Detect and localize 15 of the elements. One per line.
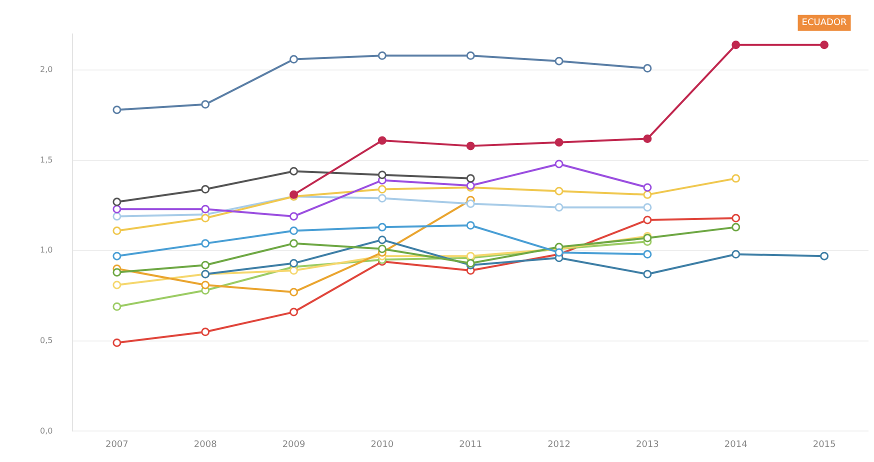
x-tick-label: 2012 xyxy=(548,440,570,450)
y-tick-label: 0,5 xyxy=(40,336,53,346)
y-tick-label: 1,5 xyxy=(40,155,53,164)
y-tick-label: 2,0 xyxy=(40,65,53,74)
x-tick-label: 2013 xyxy=(636,440,659,450)
x-tick-label: 2007 xyxy=(105,440,128,450)
y-tick-label: 1,0 xyxy=(40,246,53,255)
x-tick-label: 2015 xyxy=(812,440,836,450)
x-tick-label: 2009 xyxy=(282,440,306,450)
x-tick-label: 2008 xyxy=(194,440,218,450)
series-label: ECUADOR xyxy=(802,18,847,28)
x-tick-label: 2010 xyxy=(370,440,394,450)
x-tick-label: 2011 xyxy=(459,440,482,450)
x-tick-label: 2014 xyxy=(724,440,748,450)
y-tick-label: 0,0 xyxy=(40,426,53,436)
